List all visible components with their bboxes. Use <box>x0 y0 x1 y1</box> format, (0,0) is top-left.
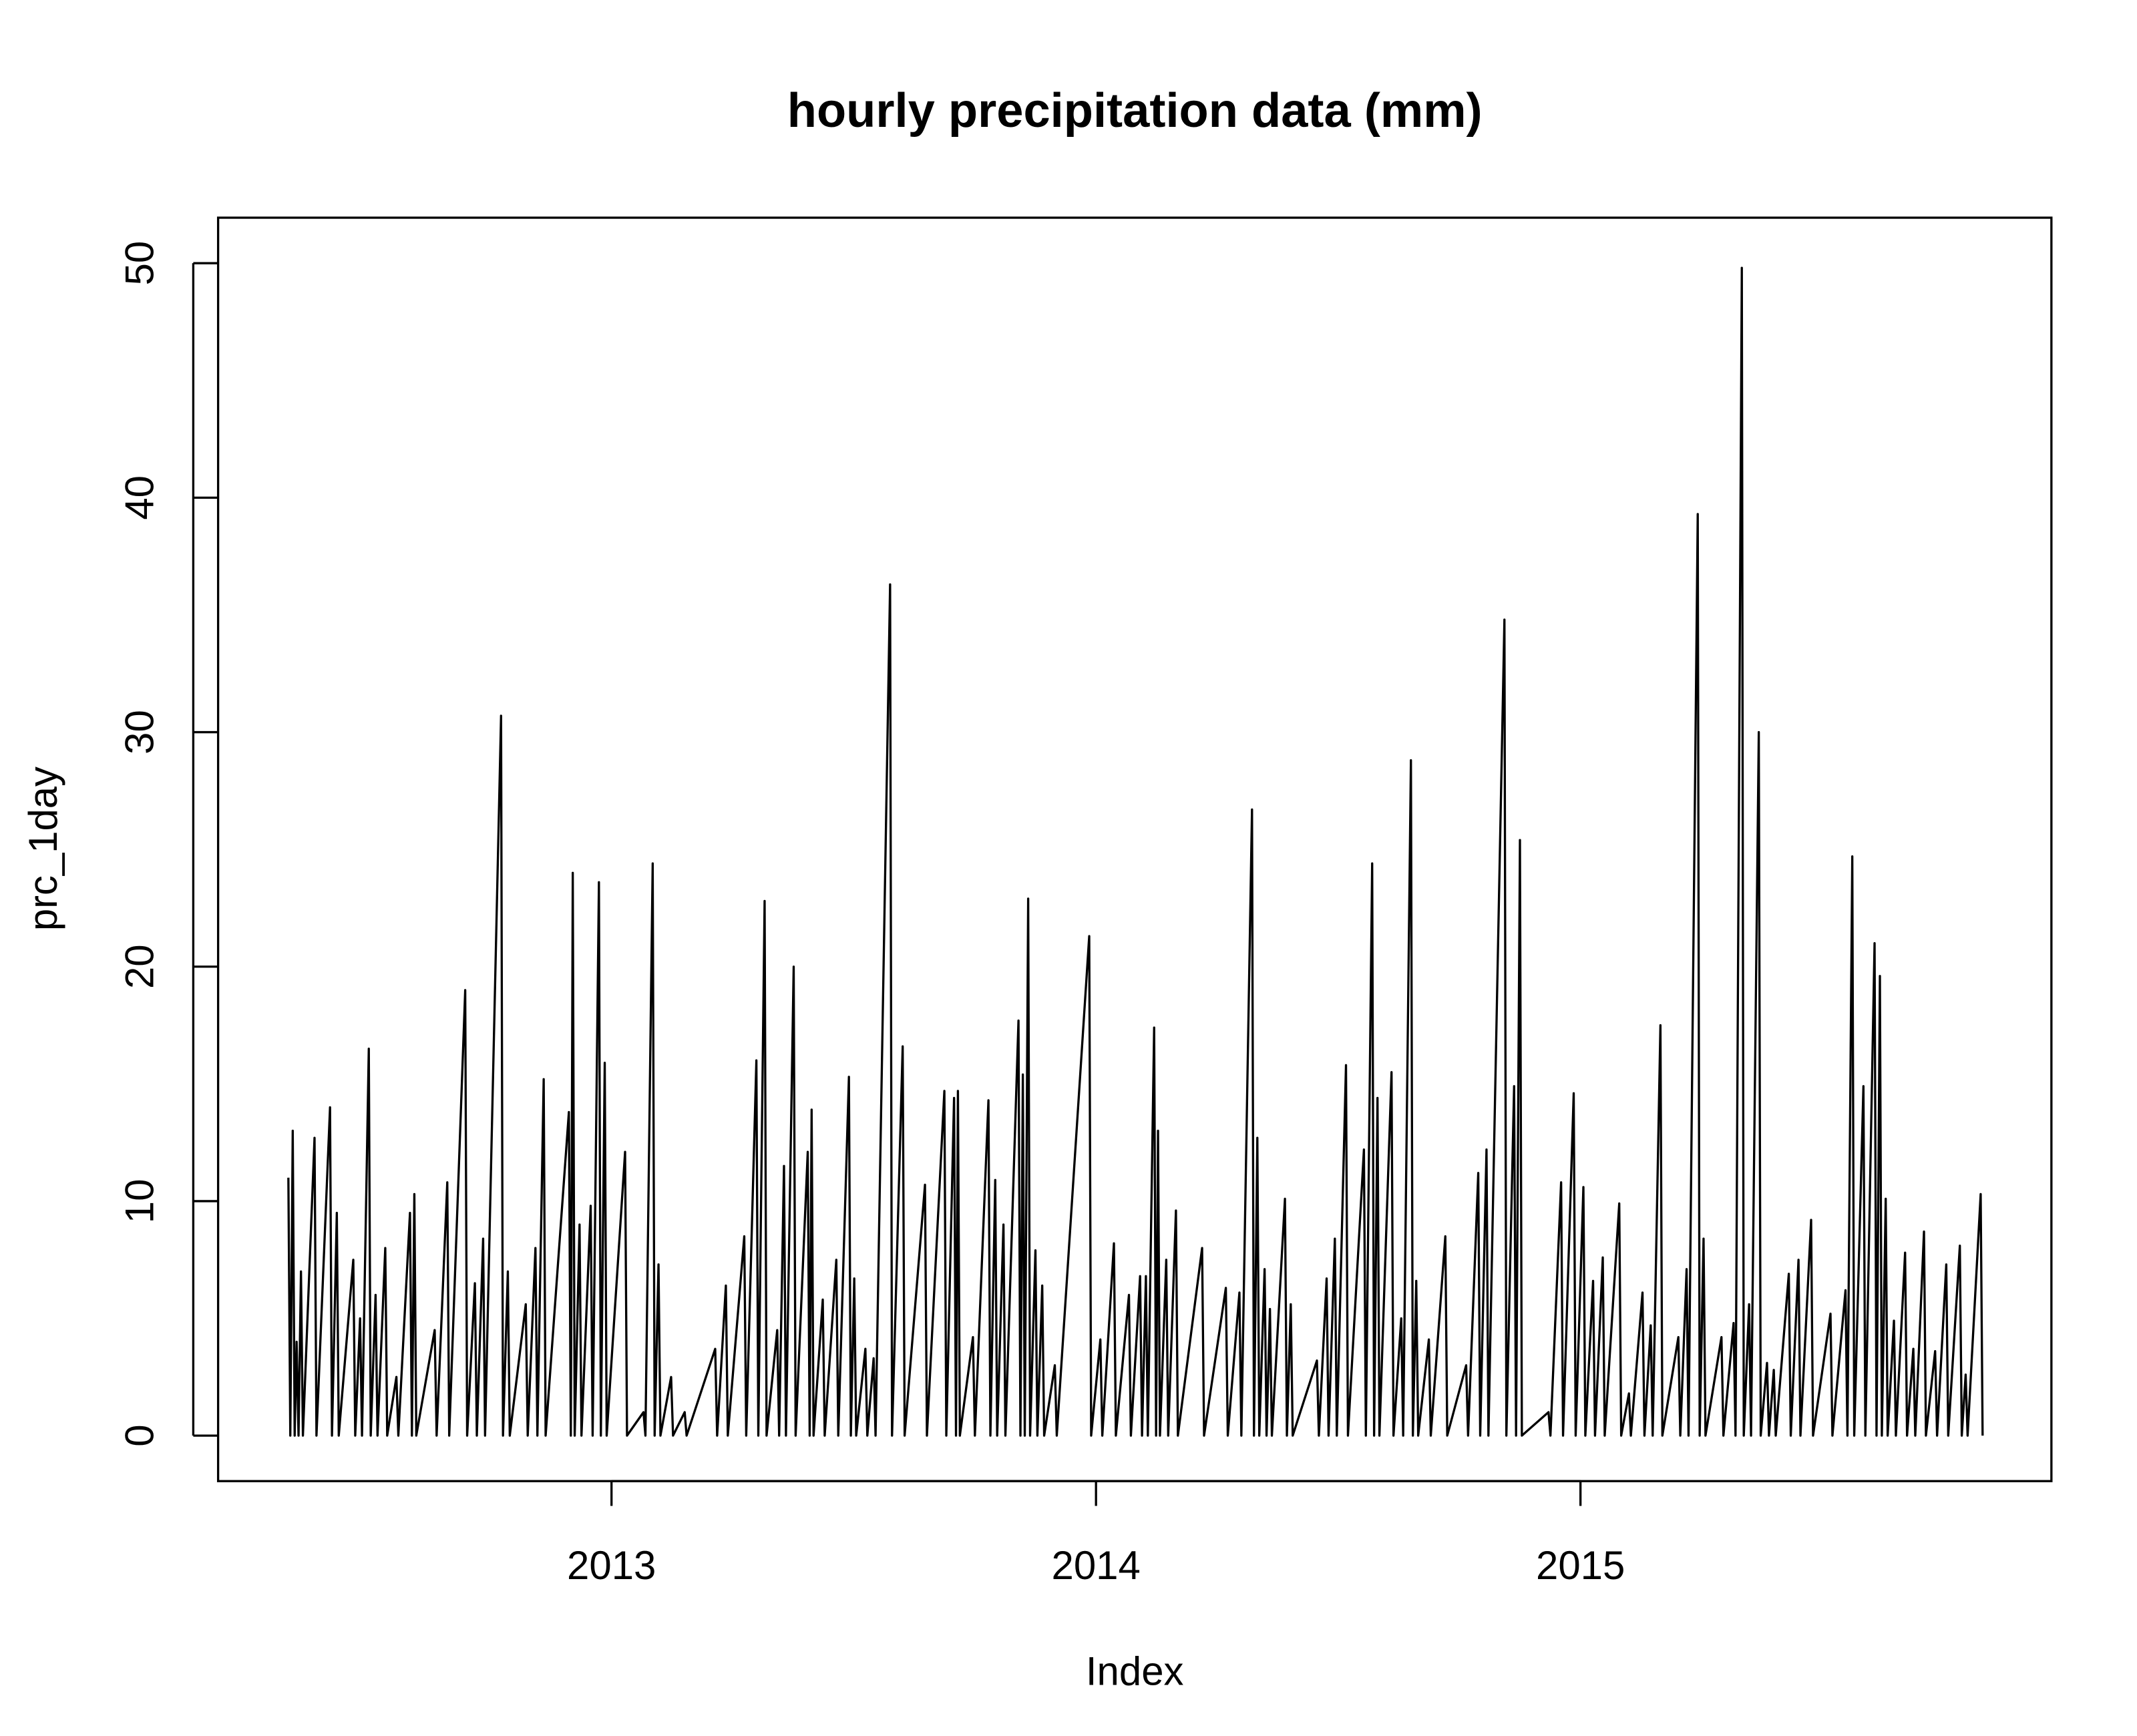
y-tick-label: 10 <box>117 1179 162 1224</box>
y-tick-label: 30 <box>117 710 162 754</box>
x-axis-label: Index <box>1086 1649 1184 1694</box>
y-tick-label: 40 <box>117 475 162 520</box>
x-tick-label: 2014 <box>1052 1543 1141 1588</box>
x-tick-label: 2015 <box>1536 1543 1625 1588</box>
data-line <box>287 266 1984 1437</box>
chart-title: hourly precipitation data (mm) <box>787 84 1483 138</box>
y-tick-label: 20 <box>117 944 162 989</box>
y-tick-label: 0 <box>117 1424 162 1446</box>
y-axis-label: prc_1day <box>21 767 65 931</box>
x-tick-label: 2013 <box>567 1543 656 1588</box>
y-tick-label: 50 <box>117 241 162 286</box>
